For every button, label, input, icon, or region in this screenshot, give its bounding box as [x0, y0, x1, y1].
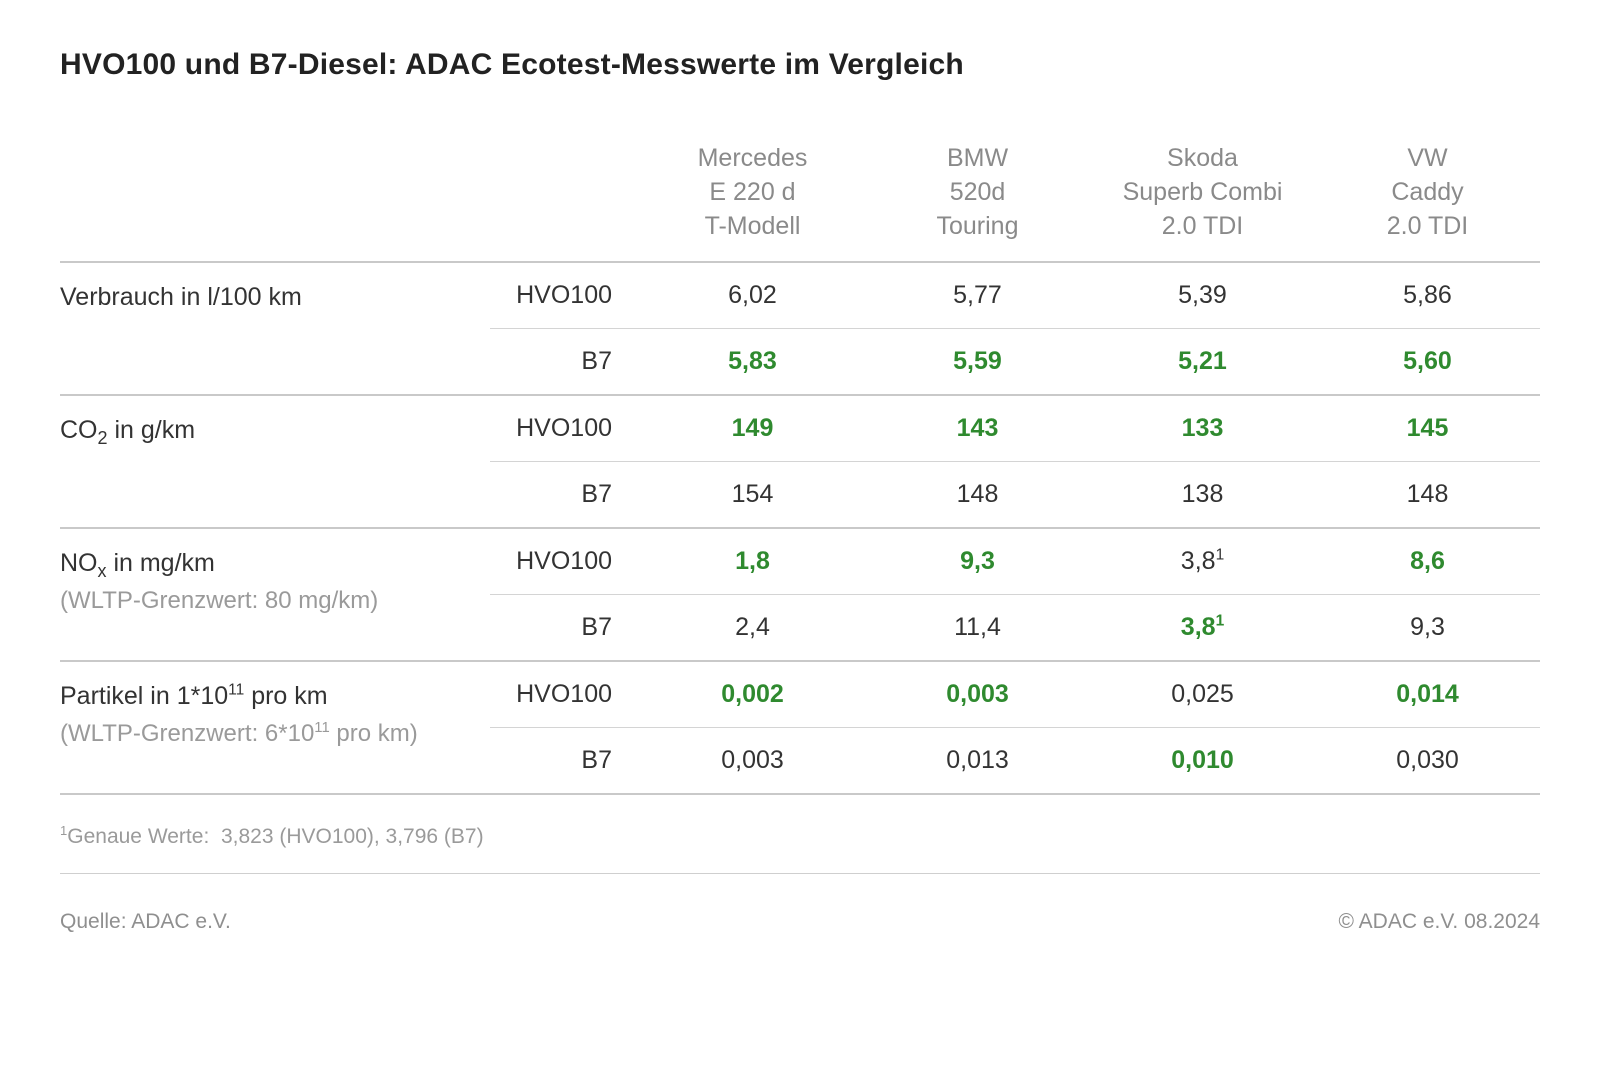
value-cell: 8,6 [1315, 528, 1540, 595]
value-cell: 0,025 [1090, 661, 1315, 728]
value-cell: 154 [640, 462, 865, 529]
fuel-label: B7 [490, 462, 640, 529]
value-cell: 138 [1090, 462, 1315, 529]
value-cell: 5,39 [1090, 262, 1315, 329]
vehicle-header: BMW520dTouring [865, 142, 1090, 262]
metric-label: CO2 in g/km [60, 395, 490, 528]
value-cell: 3,81 [1090, 528, 1315, 595]
table-body: Verbrauch in l/100 kmHVO1006,025,775,395… [60, 262, 1540, 795]
metric-label: NOx in mg/km(WLTP-Grenzwert: 80 mg/km) [60, 528, 490, 661]
source-label: Quelle: ADAC e.V. [60, 910, 231, 934]
value-cell: 145 [1315, 395, 1540, 462]
value-cell: 1,8 [640, 528, 865, 595]
value-cell: 0,013 [865, 728, 1090, 795]
value-cell: 148 [1315, 462, 1540, 529]
vehicle-header: VWCaddy2.0 TDI [1315, 142, 1540, 262]
value-cell: 3,81 [1090, 595, 1315, 662]
vehicle-header: SkodaSuperb Combi2.0 TDI [1090, 142, 1315, 262]
table-row: Partikel in 1*1011 pro km(WLTP-Grenzwert… [60, 661, 1540, 728]
fuel-label: B7 [490, 595, 640, 662]
value-cell: 11,4 [865, 595, 1090, 662]
comparison-table: MercedesE 220 dT-Modell BMW520dTouring S… [60, 142, 1540, 795]
table-bottom-rule [60, 794, 1540, 795]
vehicle-header: MercedesE 220 dT-Modell [640, 142, 865, 262]
value-cell: 2,4 [640, 595, 865, 662]
fuel-label: HVO100 [490, 661, 640, 728]
metric-label: Partikel in 1*1011 pro km(WLTP-Grenzwert… [60, 661, 490, 794]
fuel-label: HVO100 [490, 395, 640, 462]
copyright-label: © ADAC e.V. 08.2024 [1339, 910, 1541, 934]
value-cell: 0,003 [640, 728, 865, 795]
fuel-label: HVO100 [490, 528, 640, 595]
value-cell: 0,030 [1315, 728, 1540, 795]
table-header-row: MercedesE 220 dT-Modell BMW520dTouring S… [60, 142, 1540, 262]
value-cell: 143 [865, 395, 1090, 462]
value-cell: 149 [640, 395, 865, 462]
value-cell: 0,010 [1090, 728, 1315, 795]
value-cell: 5,21 [1090, 329, 1315, 396]
value-cell: 148 [865, 462, 1090, 529]
fuel-label: B7 [490, 329, 640, 396]
metric-label: Verbrauch in l/100 km [60, 262, 490, 395]
value-cell: 6,02 [640, 262, 865, 329]
value-cell: 133 [1090, 395, 1315, 462]
value-cell: 5,77 [865, 262, 1090, 329]
value-cell: 0,003 [865, 661, 1090, 728]
value-cell: 9,3 [865, 528, 1090, 595]
table-row: Verbrauch in l/100 kmHVO1006,025,775,395… [60, 262, 1540, 329]
table-row: CO2 in g/kmHVO100149143133145 [60, 395, 1540, 462]
value-cell: 9,3 [1315, 595, 1540, 662]
value-cell: 5,86 [1315, 262, 1540, 329]
value-cell: 0,014 [1315, 661, 1540, 728]
value-cell: 5,60 [1315, 329, 1540, 396]
value-cell: 5,59 [865, 329, 1090, 396]
fuel-label: HVO100 [490, 262, 640, 329]
table-row: NOx in mg/km(WLTP-Grenzwert: 80 mg/km)HV… [60, 528, 1540, 595]
page-title: HVO100 und B7-Diesel: ADAC Ecotest-Messw… [60, 48, 1540, 82]
footnote: 1Genaue Werte: 3,823 (HVO100), 3,796 (B7… [60, 825, 1540, 849]
fuel-label: B7 [490, 728, 640, 795]
value-cell: 5,83 [640, 329, 865, 396]
value-cell: 0,002 [640, 661, 865, 728]
